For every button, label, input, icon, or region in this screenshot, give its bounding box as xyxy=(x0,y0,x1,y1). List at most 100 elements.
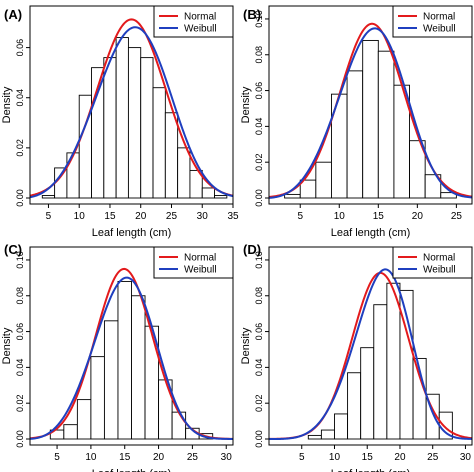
curve-weibull xyxy=(29,26,234,199)
y-tick-label: 0.08 xyxy=(254,287,264,305)
legend-box xyxy=(392,246,473,279)
x-tick-label: 15 xyxy=(104,211,116,222)
histogram-bar xyxy=(115,37,129,199)
y-tick-label: 0.06 xyxy=(254,82,264,100)
x-tick-label: 10 xyxy=(85,452,97,463)
histogram-bar xyxy=(347,372,362,440)
panel-label: (D) xyxy=(243,242,261,257)
panel-d: (D) 5 10 15 20 25 30 0.00 0.02 0.04 0.06 0.08 0.10 Le… xyxy=(240,242,473,472)
y-axis-title: Density xyxy=(240,327,252,364)
histogram-bar xyxy=(409,140,426,199)
histogram-bar xyxy=(41,195,56,199)
y-tick-label: 0.02 xyxy=(15,139,25,157)
histogram-bar xyxy=(66,152,80,199)
x-axis-title: Leaf length (cm) xyxy=(92,468,171,472)
histogram-bar xyxy=(424,174,442,199)
y-tick-label: 0.04 xyxy=(254,359,264,377)
histogram-bar xyxy=(307,434,322,440)
panel-c: (C) 5 10 15 20 25 30 0.00 0.02 0.04 0.06 0.08 0.10 Le… xyxy=(1,242,234,472)
legend-box xyxy=(153,5,234,38)
legend-label-weibull: Weibull xyxy=(423,24,456,35)
x-tick-label: 30 xyxy=(221,452,233,463)
legend-label-weibull: Weibull xyxy=(184,24,217,35)
plot-frame xyxy=(268,246,473,446)
histogram-bar xyxy=(131,295,146,440)
histogram-bar xyxy=(201,187,215,199)
y-tick-label: 0.06 xyxy=(254,323,264,341)
panel-b: (B) 5 10 15 20 25 0.00 0.02 0.04 0.06 0.08 0.10 Leaf… xyxy=(240,5,473,239)
histogram-bar xyxy=(90,356,105,440)
x-tick-label: 10 xyxy=(74,211,86,222)
legend-box xyxy=(392,5,473,38)
histogram-bar xyxy=(284,193,301,199)
histogram-bar xyxy=(177,147,191,199)
x-tick-label: 10 xyxy=(334,211,346,222)
y-tick-label: 0.00 xyxy=(15,430,25,448)
histogram-bar xyxy=(214,195,228,199)
x-tick-label: 20 xyxy=(412,211,424,222)
x-tick-label: 5 xyxy=(54,452,60,463)
x-tick-label: 30 xyxy=(460,452,472,463)
y-tick-label: 0.00 xyxy=(15,189,25,207)
histogram-bar xyxy=(103,320,119,440)
histogram-bar xyxy=(320,429,335,440)
y-tick-label: 0.02 xyxy=(254,394,264,412)
x-tick-label: 35 xyxy=(227,211,239,222)
legend-box xyxy=(153,246,234,279)
histogram-bar xyxy=(103,57,117,199)
x-tick-label: 15 xyxy=(362,452,374,463)
x-tick-label: 15 xyxy=(373,211,385,222)
x-tick-label: 5 xyxy=(299,452,305,463)
panel-label: (C) xyxy=(4,242,22,257)
y-tick-label: 0.04 xyxy=(15,89,25,107)
panel-a: (A) 5 10 15 20 25 30 35 0.00 0.02 0.04 0.06 Leaf len… xyxy=(1,5,239,239)
panel-label: (B) xyxy=(243,7,261,22)
histogram-bar xyxy=(362,39,379,199)
x-tick-label: 30 xyxy=(197,211,209,222)
y-tick-label: 0.02 xyxy=(15,394,25,412)
histogram-bar xyxy=(171,411,187,440)
histogram-bar xyxy=(346,70,364,199)
y-tick-label: 0.04 xyxy=(15,359,25,377)
y-tick-label: 0.04 xyxy=(254,118,264,136)
histogram-bar xyxy=(140,57,154,199)
x-tick-label: 10 xyxy=(329,452,341,463)
legend-label-normal: Normal xyxy=(184,12,216,23)
y-tick-label: 0.06 xyxy=(15,323,25,341)
histogram-bar xyxy=(76,399,92,440)
plot-frame xyxy=(268,5,473,205)
histogram-bar xyxy=(117,280,132,440)
legend-label-weibull: Weibull xyxy=(423,265,456,276)
y-axis-title: Density xyxy=(1,327,13,364)
histogram-bar xyxy=(373,304,388,440)
x-tick-label: 5 xyxy=(46,211,52,222)
y-axis-title: Density xyxy=(240,86,252,123)
histogram-bar xyxy=(360,347,375,440)
plot-frame xyxy=(29,5,234,205)
y-tick-label: 0.02 xyxy=(254,153,264,171)
x-tick-label: 25 xyxy=(166,211,178,222)
histogram-bar xyxy=(152,87,166,199)
y-tick-label: 0.00 xyxy=(254,189,264,207)
curve-weibull xyxy=(29,276,234,440)
histogram-bar xyxy=(315,161,332,199)
plot-frame xyxy=(29,246,234,446)
histogram-bar xyxy=(54,167,68,199)
y-axis-title: Density xyxy=(1,86,13,123)
x-axis-title: Leaf length (cm) xyxy=(331,227,410,239)
x-tick-label: 25 xyxy=(427,452,439,463)
y-tick-label: 0.06 xyxy=(15,39,25,57)
x-tick-label: 20 xyxy=(153,452,165,463)
panel-label: (A) xyxy=(4,7,22,22)
legend-label-weibull: Weibull xyxy=(184,265,217,276)
x-tick-label: 15 xyxy=(119,452,131,463)
y-tick-label: 0.08 xyxy=(15,287,25,305)
x-axis-title: Leaf length (cm) xyxy=(331,468,410,472)
x-tick-label: 25 xyxy=(187,452,199,463)
histogram-bar xyxy=(377,50,395,199)
